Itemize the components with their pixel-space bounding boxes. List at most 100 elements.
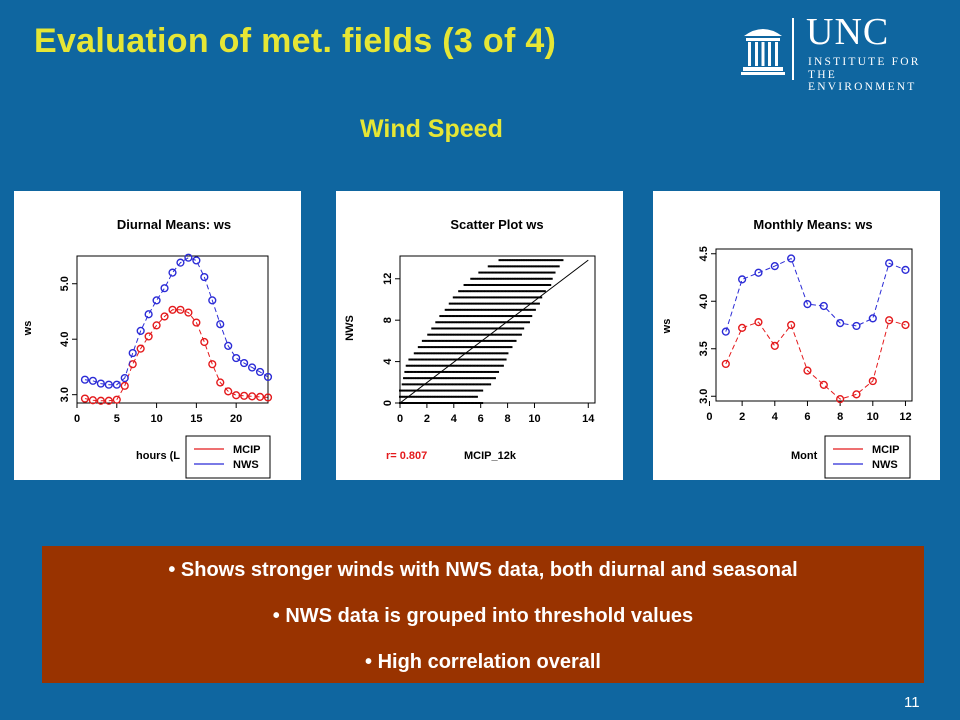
scatter-point [437,395,440,398]
nws-point [255,367,265,377]
scatter-point [405,395,408,398]
scatter-point [489,277,492,280]
mcip-point [176,305,185,314]
scatter-point [507,315,510,318]
scatter-point [445,352,448,355]
scatter-point [411,395,414,398]
scatter-point [534,302,537,305]
scatter-point [483,358,486,361]
scatter-point [426,364,429,367]
scatter-point [434,383,437,386]
scatter-point [438,383,441,386]
scatter-point [529,296,532,299]
mcip-point [88,396,98,405]
scatter-point [516,302,519,305]
scatter-point [476,383,479,386]
scatter-point [516,333,519,336]
scatter-point [493,315,496,318]
scatter-point [454,302,457,305]
scatter-point [439,333,442,336]
scatter-point [494,265,497,268]
x-tick-label: 20 [230,413,242,425]
scatter-point [435,364,438,367]
scatter-point [501,352,504,355]
scatter-point [501,271,504,274]
scatter-point [464,327,467,330]
scatter-point [475,383,478,386]
scatter-point [513,327,516,330]
scatter-point [518,302,521,305]
scatter-point [434,370,437,373]
mcip-point [144,332,153,341]
scatter-point [463,395,466,398]
nws-point [819,301,828,311]
scatter-point [531,296,534,299]
scatter-point [523,315,526,318]
scatter-point [441,333,444,336]
scatter-point [529,265,532,268]
scatter-point [404,370,407,373]
scatter-point [458,296,461,299]
scatter-point [440,321,443,324]
nws-point [803,299,812,309]
scatter-point [472,308,475,311]
scatter-point [507,290,510,293]
scatter-point [445,327,448,330]
scatter-point [439,389,442,392]
y-tick-label: 3.5 [698,341,710,356]
scatter-point [413,377,416,380]
scatter-point [461,402,464,404]
nws-legend-label: NWS [872,459,898,471]
scatter-point [423,395,426,398]
scatter-point [411,370,414,373]
scatter-point [486,364,489,367]
scatter-point [503,277,506,280]
mcip-point [819,380,828,389]
scatter-point [450,327,453,330]
scatter-point [538,283,541,286]
scatter-point [455,352,458,355]
scatter-point [513,265,516,268]
scatter-point [541,277,544,280]
mcip-point [240,391,249,400]
scatter-point [481,308,484,311]
scatter-point [512,308,515,311]
scatter-point [411,358,414,361]
x-tick-label: 10 [867,411,879,423]
scatter-point [479,377,482,380]
scatter-point [510,321,513,324]
scatter-point [499,358,502,361]
scatter-point [498,364,501,367]
scatter-point [517,296,520,299]
scatter-point [512,277,515,280]
scatter-point [460,308,463,311]
scatter-point [488,315,491,318]
scatter-point [419,346,422,349]
scatter-point [472,333,475,336]
scatter-point [466,327,469,330]
scatter-point [444,333,447,336]
scatter-point [458,370,461,373]
mcip-point [885,316,894,325]
scatter-point [426,383,429,386]
scatter-point [476,339,479,342]
scatter-point [488,302,491,305]
scatter-point [498,315,501,318]
scatter-point [546,271,549,274]
scatter-point [455,333,458,336]
scatter-point [472,296,475,299]
scatter-point [483,377,486,380]
scatter-point [461,346,464,349]
scatter-point [409,402,412,404]
logo-line-2: THE ENVIRONMENT [808,69,917,93]
scatter-point [445,321,448,324]
scatter-chart: Scatter Plot ws NWS 0 2 4 6 8 10 14 0 4 8 12 r= 0.807… [344,217,596,462]
logo-name: UNC [806,11,890,53]
scatter-point [536,290,539,293]
scatter-point [473,302,476,305]
scatter-point [522,290,525,293]
scatter-point [508,302,511,305]
scatter-point [428,364,431,367]
scatter-point [497,302,500,305]
scatter-point [501,296,504,299]
